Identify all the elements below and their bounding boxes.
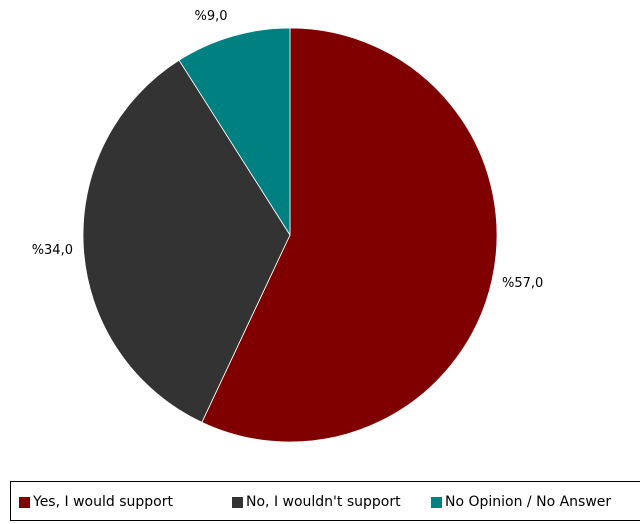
legend-label-2: No, I wouldn't support [246,494,401,510]
legend-swatch-2 [232,496,243,508]
legend-swatch-1 [19,496,30,508]
legend-swatch-3 [431,496,442,508]
legend-item-3: No Opinion / No Answer [431,494,611,510]
slice-labels: %57,0 %34,0 %9,0 [32,9,544,291]
pie-slice-3 [178,27,291,237]
legend-item-2: No, I wouldn't support [232,494,401,510]
slice-label-2: %34,0 [32,243,73,258]
legend-label-1: Yes, I would support [33,494,173,510]
pie-slice-2 [82,59,291,423]
slice-label-1: %57,0 [502,276,543,291]
pie-slice-1 [201,27,498,443]
legend: Yes, I would support No, I wouldn't suppo… [10,481,640,521]
legend-label-3: No Opinion / No Answer [445,494,612,510]
legend-item-1: Yes, I would support [19,494,173,510]
pie-slices [82,27,498,443]
slice-label-3: %9,0 [194,9,227,24]
